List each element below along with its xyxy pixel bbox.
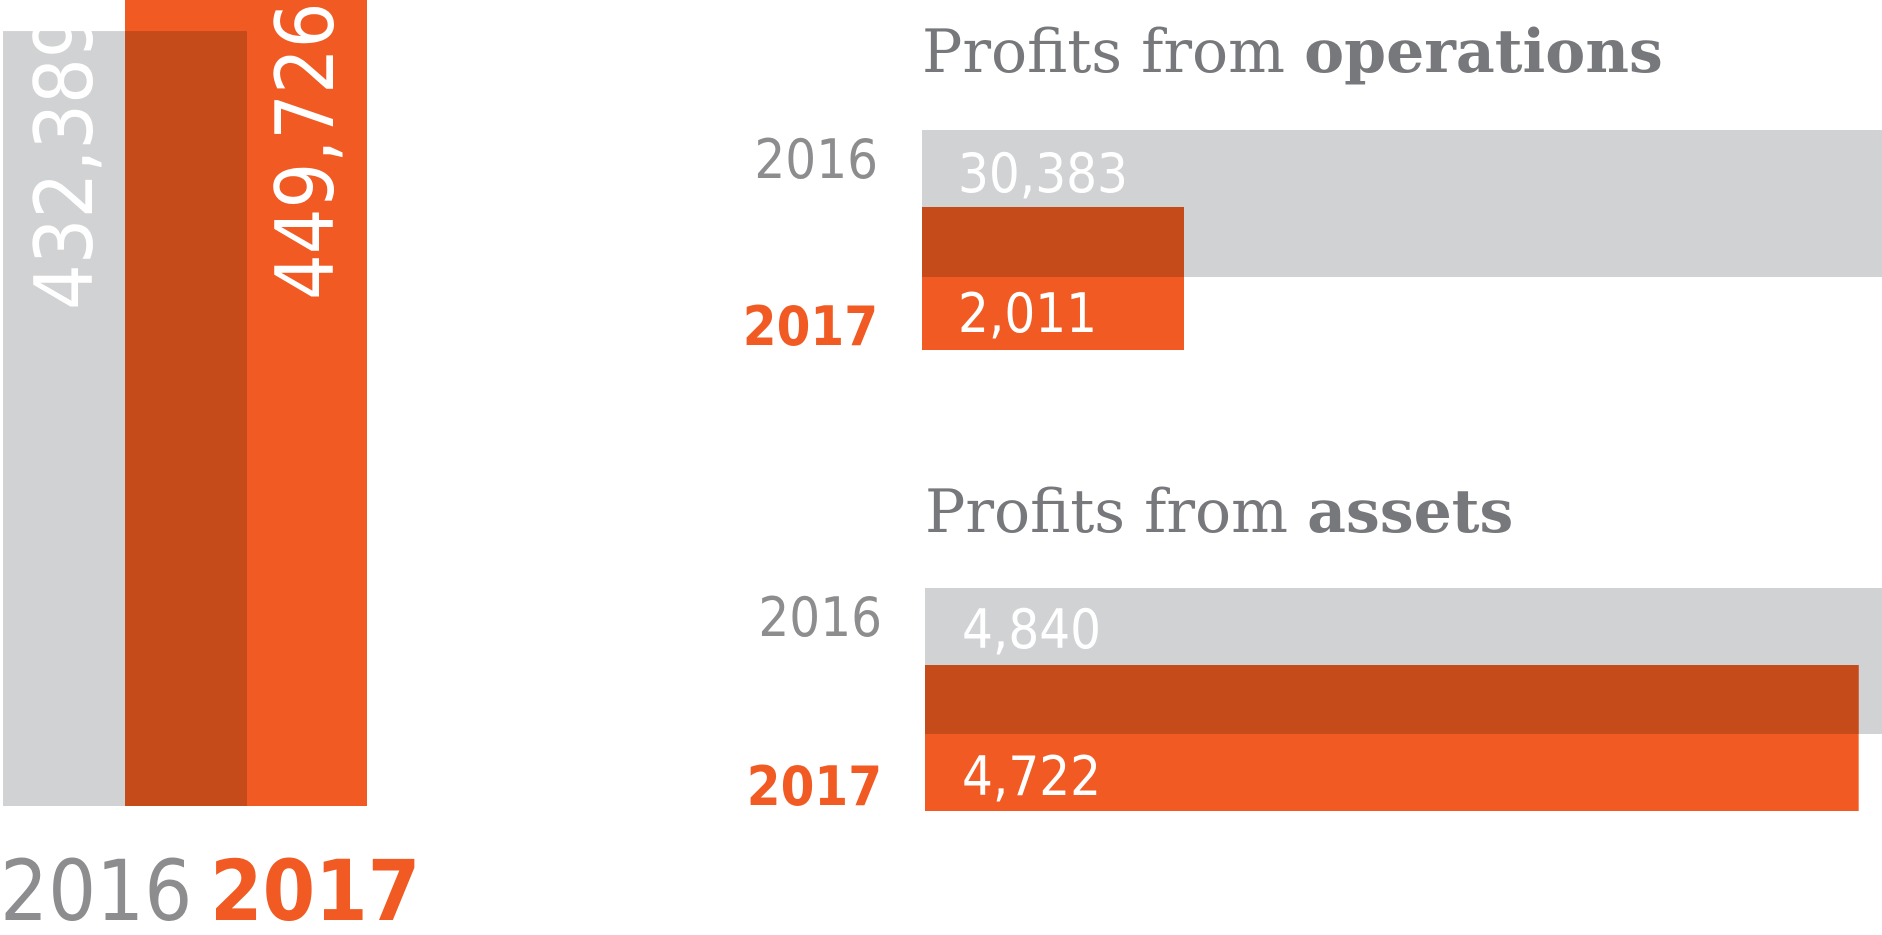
value-label-operations-2017: 2,011 [958,282,1097,345]
value-label-2017-total: 449,726 [259,2,352,300]
y-tick-label-assets-2017: 2017 [747,755,882,818]
chart-title-assets-bold: assets [1307,477,1513,547]
bar-assets-overlap [925,665,1859,734]
chart-title-assets-prefix: Profits from [925,477,1307,547]
x-tick-label-2017: 2017 [210,842,420,935]
value-label-assets-2017: 4,722 [962,745,1101,808]
y-tick-label-operations-2016: 2016 [754,128,878,191]
chart-title-assets: Profits from assets [925,477,1513,547]
y-tick-label-assets-2016: 2016 [758,586,882,649]
value-label-operations-2016: 30,383 [958,142,1128,205]
chart-title-operations: Profits from operations [922,17,1663,87]
x-tick-label-2016: 2016 [0,842,192,935]
bar-operations-overlap [922,207,1184,277]
value-label-assets-2016: 4,840 [962,598,1101,661]
chart-title-operations-bold: operations [1304,17,1663,87]
value-label-2016-total: 432,389 [18,12,111,310]
bar-overlap-total [125,31,247,807]
y-tick-label-operations-2017: 2017 [743,295,878,358]
chart-title-operations-prefix: Profits from [922,17,1304,87]
